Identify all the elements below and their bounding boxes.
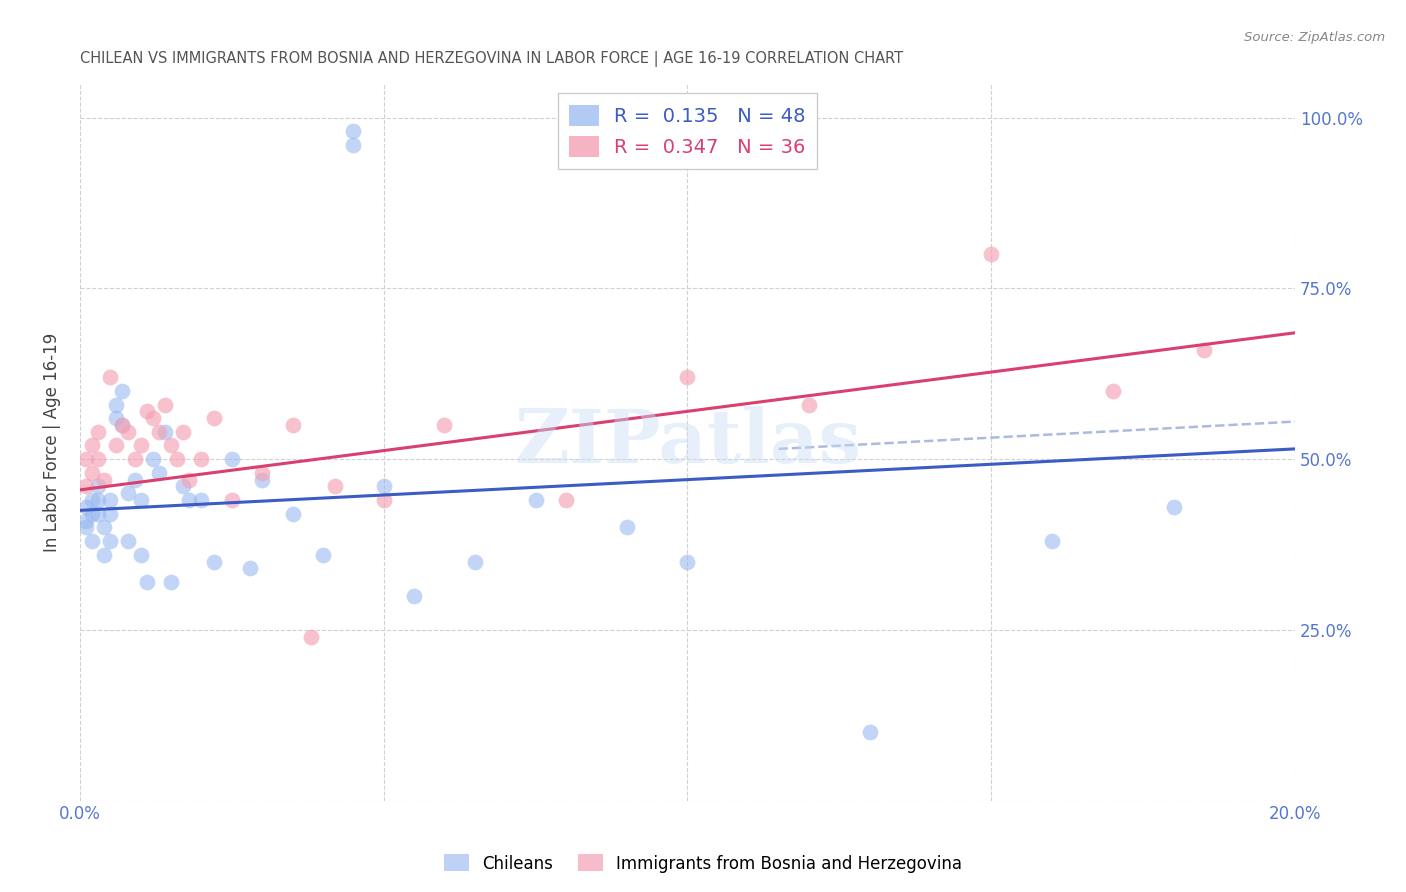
- Point: [105, 411, 128, 425]
- Point: [676, 555, 699, 569]
- Point: [87, 452, 110, 467]
- Point: [202, 555, 225, 569]
- Point: [129, 548, 152, 562]
- Point: [124, 473, 146, 487]
- Point: [98, 534, 121, 549]
- Point: [153, 397, 176, 411]
- Text: Source: ZipAtlas.com: Source: ZipAtlas.com: [1244, 31, 1385, 45]
- Point: [142, 452, 165, 467]
- Point: [93, 520, 115, 534]
- Point: [323, 479, 346, 493]
- Point: [172, 479, 194, 493]
- Point: [342, 138, 364, 153]
- Point: [676, 370, 699, 384]
- Point: [153, 425, 176, 439]
- Point: [75, 520, 97, 534]
- Point: [859, 725, 882, 739]
- Point: [373, 493, 395, 508]
- Point: [93, 473, 115, 487]
- Point: [980, 247, 1002, 261]
- Point: [105, 438, 128, 452]
- Point: [160, 438, 183, 452]
- Point: [75, 500, 97, 514]
- Point: [312, 548, 335, 562]
- Point: [172, 425, 194, 439]
- Point: [555, 493, 578, 508]
- Point: [281, 417, 304, 432]
- Point: [80, 534, 103, 549]
- Point: [148, 425, 170, 439]
- Point: [1192, 343, 1215, 357]
- Point: [342, 124, 364, 138]
- Point: [80, 493, 103, 508]
- Point: [160, 575, 183, 590]
- Text: CHILEAN VS IMMIGRANTS FROM BOSNIA AND HERZEGOVINA IN LABOR FORCE | AGE 16-19 COR: CHILEAN VS IMMIGRANTS FROM BOSNIA AND HE…: [80, 51, 903, 67]
- Point: [80, 507, 103, 521]
- Point: [98, 493, 121, 508]
- Point: [80, 466, 103, 480]
- Point: [124, 452, 146, 467]
- Point: [250, 473, 273, 487]
- Point: [117, 425, 139, 439]
- Point: [148, 466, 170, 480]
- Point: [797, 397, 820, 411]
- Point: [80, 438, 103, 452]
- Point: [142, 411, 165, 425]
- Point: [111, 417, 134, 432]
- Point: [433, 417, 456, 432]
- Text: ZIPatlas: ZIPatlas: [515, 406, 860, 479]
- Point: [87, 507, 110, 521]
- Point: [98, 370, 121, 384]
- Point: [75, 514, 97, 528]
- Point: [221, 452, 243, 467]
- Point: [179, 493, 201, 508]
- Point: [87, 425, 110, 439]
- Point: [250, 466, 273, 480]
- Point: [166, 452, 188, 467]
- Point: [111, 417, 134, 432]
- Y-axis label: In Labor Force | Age 16-19: In Labor Force | Age 16-19: [44, 333, 60, 551]
- Point: [281, 507, 304, 521]
- Point: [221, 493, 243, 508]
- Point: [1040, 534, 1063, 549]
- Point: [129, 438, 152, 452]
- Point: [202, 411, 225, 425]
- Point: [373, 479, 395, 493]
- Point: [179, 473, 201, 487]
- Point: [117, 534, 139, 549]
- Point: [190, 452, 212, 467]
- Point: [117, 486, 139, 500]
- Point: [87, 493, 110, 508]
- Point: [98, 507, 121, 521]
- Point: [299, 630, 322, 644]
- Point: [524, 493, 547, 508]
- Legend: Chileans, Immigrants from Bosnia and Herzegovina: Chileans, Immigrants from Bosnia and Her…: [437, 847, 969, 880]
- Point: [93, 548, 115, 562]
- Point: [105, 397, 128, 411]
- Point: [402, 589, 425, 603]
- Point: [1163, 500, 1185, 514]
- Point: [464, 555, 486, 569]
- Point: [129, 493, 152, 508]
- Point: [135, 575, 157, 590]
- Point: [239, 561, 262, 575]
- Point: [75, 479, 97, 493]
- Legend: R =  0.135   N = 48, R =  0.347   N = 36: R = 0.135 N = 48, R = 0.347 N = 36: [558, 94, 817, 169]
- Point: [87, 479, 110, 493]
- Point: [190, 493, 212, 508]
- Point: [1101, 384, 1123, 398]
- Point: [75, 452, 97, 467]
- Point: [616, 520, 638, 534]
- Point: [111, 384, 134, 398]
- Point: [135, 404, 157, 418]
